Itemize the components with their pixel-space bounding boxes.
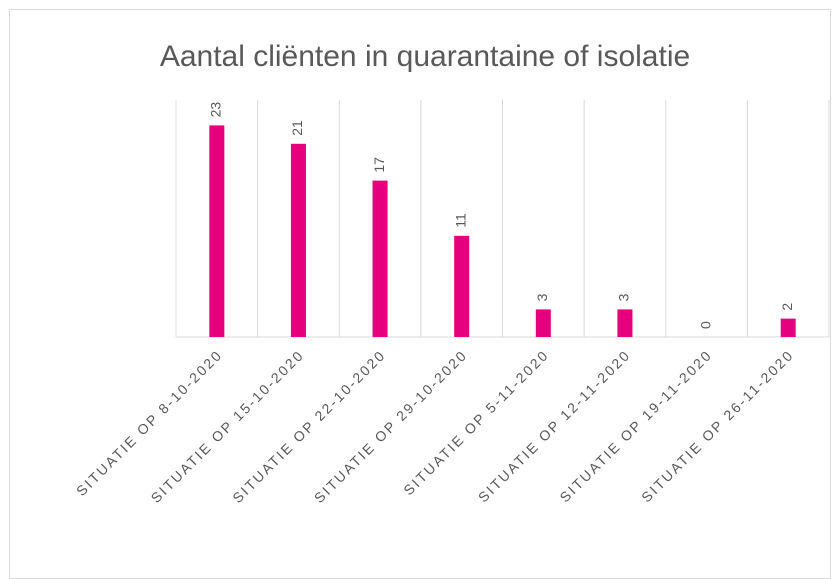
bar	[780, 318, 796, 337]
data-label: 17	[371, 157, 387, 173]
bar	[209, 125, 225, 338]
data-label: 3	[534, 293, 550, 301]
bar	[535, 309, 551, 337]
chart-border	[9, 9, 831, 579]
data-label: 3	[616, 293, 632, 301]
chart-title: Aantal cliënten in quarantaine of isolat…	[160, 40, 690, 73]
data-label: 23	[208, 102, 224, 118]
bar	[372, 180, 388, 337]
data-label: 2	[779, 303, 795, 311]
bar	[617, 309, 633, 337]
data-label: 11	[452, 213, 468, 228]
data-label: 21	[289, 120, 305, 136]
bar	[290, 143, 306, 337]
data-label: 0	[697, 321, 713, 329]
bar	[454, 235, 470, 337]
